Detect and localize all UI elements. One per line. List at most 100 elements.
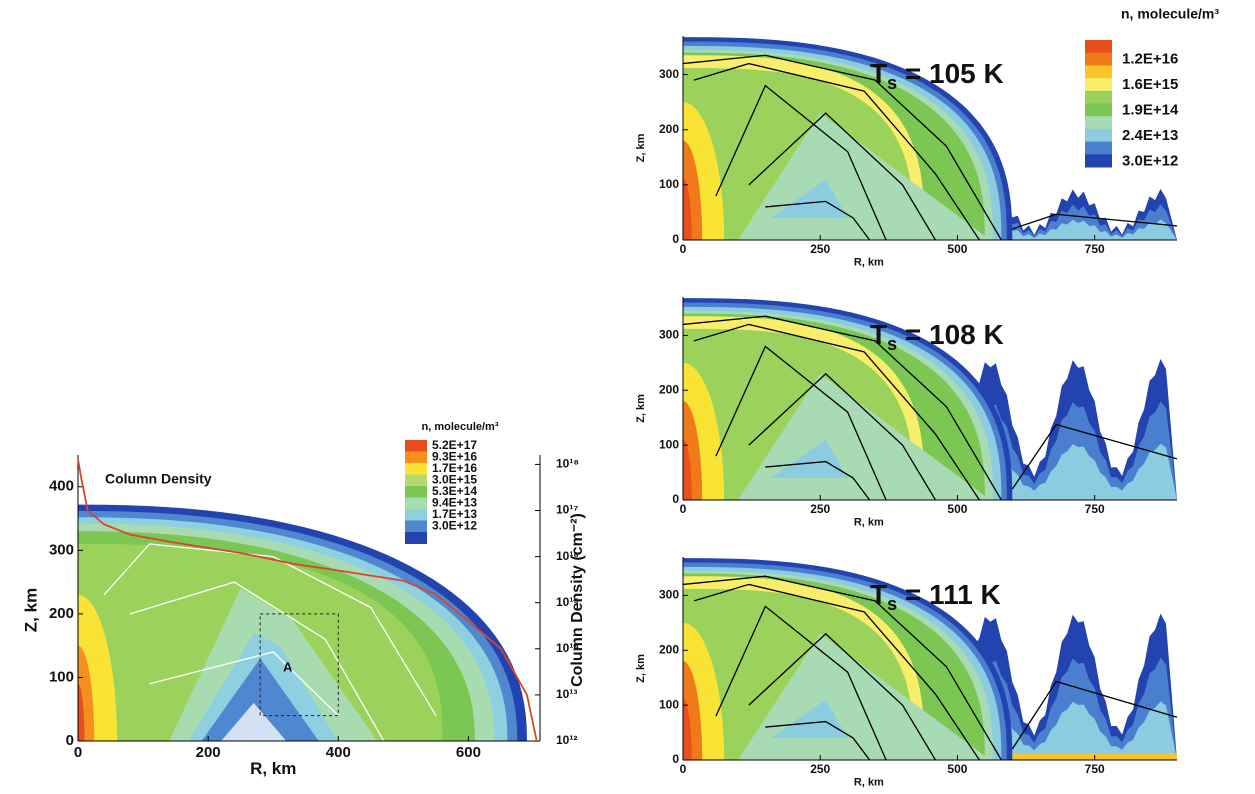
legend-label: 5.3E+14 <box>432 484 477 498</box>
y-axis-label: Z, km <box>635 654 647 683</box>
field <box>683 37 1177 240</box>
x-tick-label: 600 <box>456 744 481 761</box>
legend-label: 3.0E+12 <box>1122 152 1178 169</box>
annotation: A <box>283 659 293 674</box>
legend-label: 3.0E+12 <box>432 518 477 532</box>
x-tick-label: 400 <box>326 744 351 761</box>
y-tick-label: 100 <box>49 668 74 685</box>
x-tick-label: 750 <box>1085 242 1105 256</box>
legend-swatch <box>1085 103 1112 117</box>
x-tick-label: 0 <box>680 762 687 776</box>
title-rest: = 108 K <box>897 319 1004 350</box>
legend-title: n, molecule/m³ <box>421 421 498 433</box>
legend-swatch <box>1085 40 1112 54</box>
legend-swatch <box>1085 90 1112 104</box>
y-tick-label: 300 <box>49 541 74 558</box>
streamline <box>765 460 871 500</box>
x-tick-label: 500 <box>947 502 967 516</box>
y-tick-label: 0 <box>66 732 74 749</box>
streamline <box>149 651 339 717</box>
y-axis-label: Z, km <box>635 133 647 162</box>
legend-swatch <box>1085 116 1112 130</box>
y-tick-label: 300 <box>659 67 679 81</box>
x-tick-label: 0 <box>680 242 687 256</box>
y2-axis-label: Column Density (cm⁻²) <box>569 513 586 687</box>
streamline <box>715 605 887 760</box>
x-tick-label: 0 <box>74 744 82 761</box>
contour-band <box>683 439 692 500</box>
x-tick-label: 250 <box>810 502 830 516</box>
legend-label: 1.2E+16 <box>1122 51 1178 68</box>
streamline <box>683 315 1002 500</box>
x-axis-label: R, km <box>854 257 884 269</box>
contour-band <box>221 702 287 741</box>
legend-swatch <box>405 520 427 533</box>
streamline <box>693 583 980 760</box>
annotation: Column Density <box>105 471 212 487</box>
contour-band <box>683 699 692 760</box>
x-axis-label: R, km <box>854 517 884 529</box>
legend-label: 1.6E+15 <box>1122 76 1178 93</box>
legend-swatch <box>1085 141 1112 155</box>
panel-title: Ts = 105 K <box>870 58 1004 92</box>
field <box>78 504 527 741</box>
legend-swatch <box>405 532 427 544</box>
y-tick-label: 100 <box>659 697 679 711</box>
x-tick-label: 200 <box>196 744 221 761</box>
streamline <box>748 372 937 500</box>
field <box>683 558 1177 760</box>
y2-tick-label: 10¹⁷ <box>556 503 578 517</box>
streamline <box>1011 423 1177 490</box>
streamline <box>683 54 1002 240</box>
streamline <box>693 62 980 240</box>
legend-label: 9.3E+16 <box>432 449 477 463</box>
legend-swatch <box>405 451 427 464</box>
title-rest: = 105 K <box>897 58 1004 89</box>
y-tick-label: 200 <box>659 122 679 136</box>
contour-band <box>78 683 85 741</box>
title-main: T <box>870 58 887 89</box>
legend-label: 1.7E+16 <box>432 461 477 475</box>
y-tick-label: 300 <box>659 588 679 602</box>
x-tick-label: 250 <box>810 762 830 776</box>
legend-swatch <box>405 440 427 452</box>
y2-tick-label: 10¹² <box>556 733 577 747</box>
streamline <box>129 581 385 741</box>
streamline <box>715 345 887 500</box>
y-tick-label: 0 <box>672 752 679 766</box>
legend-label: 1.7E+13 <box>432 507 477 521</box>
legend-label: 5.2E+17 <box>432 438 477 452</box>
x-axis-label: R, km <box>250 759 296 778</box>
legend-title: n, molecule/m³ <box>1121 6 1219 22</box>
x-axis-label: R, km <box>854 777 884 789</box>
title-rest: = 111 K <box>897 579 1001 610</box>
legend-swatch <box>405 474 427 487</box>
y-tick-label: 0 <box>672 492 679 506</box>
contour-band <box>770 699 848 739</box>
legend-swatch <box>405 497 427 510</box>
legend-swatch <box>1085 154 1112 168</box>
title-sub: s <box>887 594 897 614</box>
legend-swatch <box>1085 78 1112 92</box>
legend-label: 1.9E+14 <box>1122 101 1179 118</box>
title-main: T <box>870 579 887 610</box>
y2-tick-label: 10¹⁴ <box>556 641 579 655</box>
y2-tick-label: 10¹⁶ <box>556 549 579 563</box>
contour-band <box>968 219 1177 240</box>
streamline <box>1011 680 1177 750</box>
x-tick-label: 750 <box>1085 762 1105 776</box>
legend-swatch <box>1085 52 1112 66</box>
panel-title: Ts = 108 K <box>870 319 1004 353</box>
y-axis-label: Z, km <box>635 394 647 423</box>
y2-tick-label: 10¹³ <box>556 687 577 701</box>
y-tick-label: 200 <box>659 382 679 396</box>
y2-tick-label: 10¹⁵ <box>556 595 579 609</box>
y-tick-label: 200 <box>49 605 74 622</box>
streamline <box>748 632 937 760</box>
contour-band <box>770 439 848 479</box>
title-main: T <box>870 319 887 350</box>
legend-swatch <box>405 486 427 498</box>
legend-swatch <box>1085 65 1112 79</box>
legend-swatch <box>405 463 427 475</box>
